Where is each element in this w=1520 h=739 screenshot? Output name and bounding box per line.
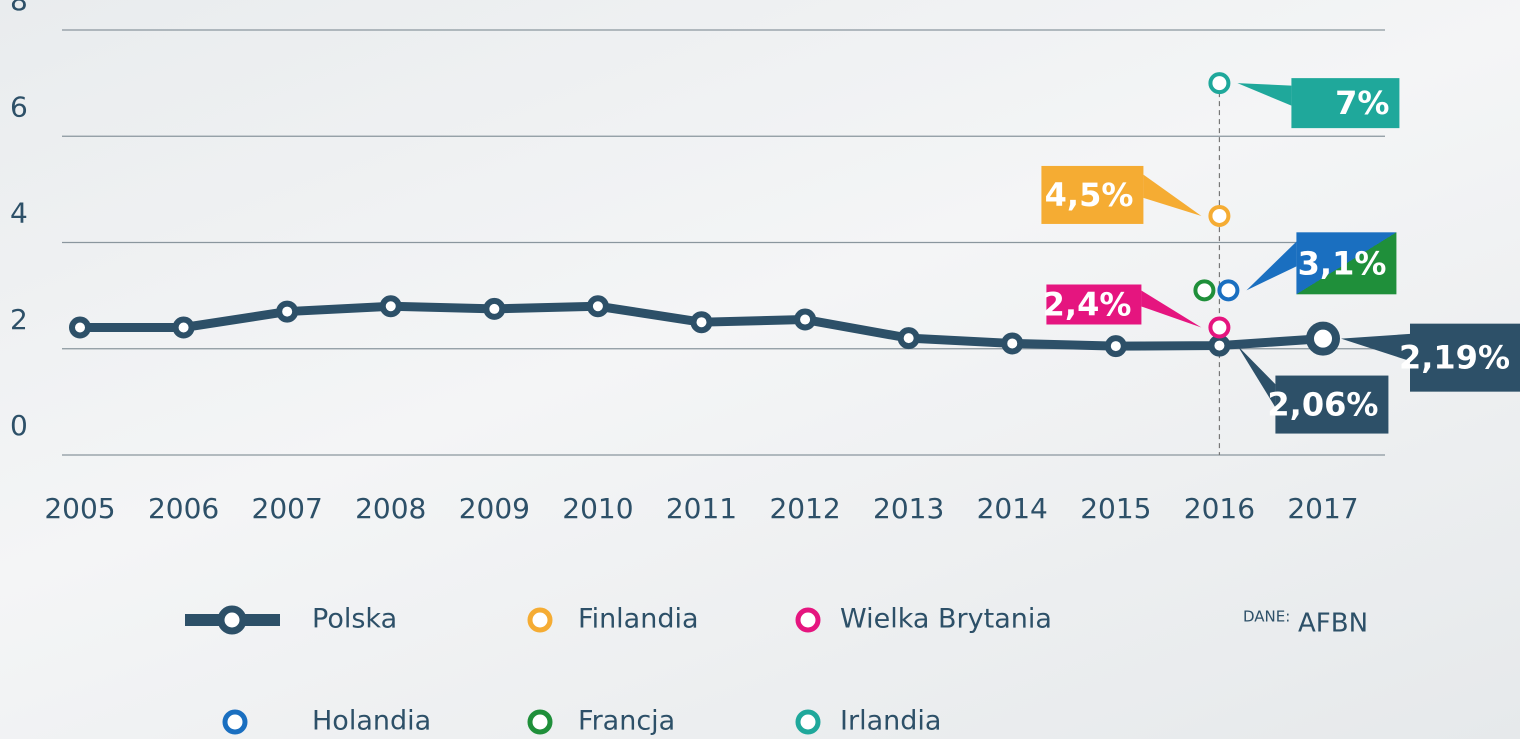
point [1004,335,1020,351]
callout-pointer [1141,291,1201,328]
legend-marker [798,610,818,630]
point [279,304,295,320]
value-label: 2,19% [1399,339,1510,377]
callout-pointer [1143,175,1201,216]
x-tick-label: 2015 [1080,492,1151,525]
legend-label: Holandia [312,706,431,737]
point [176,320,192,336]
legend-marker [225,712,245,732]
point [1310,326,1336,352]
point [1210,207,1228,225]
legend-marker [221,609,243,631]
y-tick-label: 2 [10,303,28,336]
x-tick-label: 2005 [44,492,115,525]
point [1219,281,1237,299]
point [1195,281,1213,299]
point [486,301,502,317]
source: AFBN [1298,609,1368,639]
x-tick-label: 2006 [148,492,219,525]
point [72,320,88,336]
x-tick-label: 2017 [1287,492,1358,525]
y-tick-label: 8 [10,0,28,17]
point [694,314,710,330]
x-tick-label: 2009 [459,492,530,525]
point [1108,338,1124,354]
x-tick-label: 2014 [977,492,1048,525]
legend-label: Polska [312,604,397,635]
legend-marker [530,712,550,732]
legend-label: Irlandia [840,706,941,737]
point [1211,338,1227,354]
point [590,298,606,314]
value-label: 2,06% [1267,386,1378,424]
value-label: 4,5% [1045,176,1134,214]
point [901,330,917,346]
value-label: 2,4% [1043,286,1132,324]
legend-marker [530,610,550,630]
x-tick-label: 2007 [252,492,323,525]
point [797,312,813,328]
legend-marker [798,712,818,732]
value-label: 7% [1335,84,1389,122]
x-tick-label: 2016 [1184,492,1255,525]
point [1210,319,1228,337]
y-tick-label: 0 [10,409,28,442]
x-tick-label: 2011 [666,492,737,525]
x-tick-label: 2010 [562,492,633,525]
callout-pointer [1246,242,1296,291]
x-tick-label: 2013 [873,492,944,525]
x-tick-label: 2008 [355,492,426,525]
y-tick-label: 4 [10,197,28,230]
callout-pointer [1237,83,1291,106]
source-label: DANE: [1243,608,1290,626]
legend-label: Finlandia [578,604,699,635]
point [383,298,399,314]
y-tick-label: 6 [10,90,28,123]
legend-label: Wielka Brytania [840,604,1052,635]
legend-label: Francja [578,706,675,737]
chart: DANE: AFBN 0 2 4 6 8 2005 2006 2007 2008 2009 2010… [0,0,1520,739]
point [1210,74,1228,92]
value-label: 3,1% [1298,244,1387,282]
x-tick-label: 2012 [769,492,840,525]
